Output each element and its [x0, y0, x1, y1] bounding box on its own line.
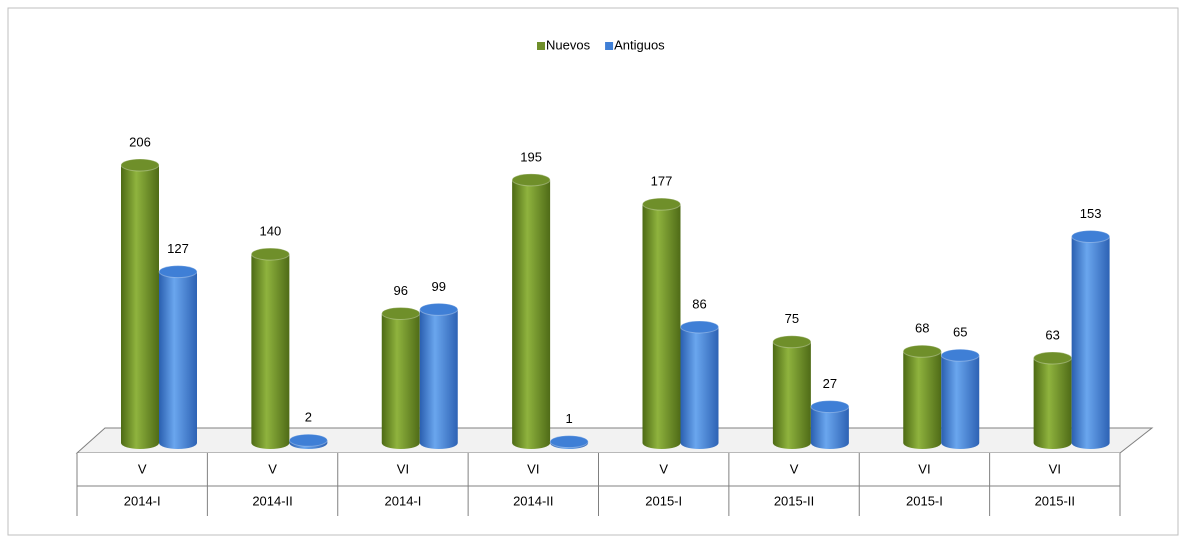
- bar-body: [1071, 236, 1110, 449]
- bar-body: [680, 326, 719, 449]
- bar: [642, 197, 681, 449]
- x-group-label: 2015-II: [774, 493, 814, 508]
- bar-top: [288, 433, 328, 447]
- bar-top: [381, 306, 421, 320]
- bar: [419, 302, 459, 449]
- bar-body: [512, 179, 551, 449]
- legend-label: Antiguos: [614, 37, 665, 52]
- bar: [250, 247, 290, 449]
- bar-body: [941, 355, 980, 449]
- bar-top: [810, 400, 850, 414]
- x-tick-label: V: [138, 461, 147, 476]
- bar: [940, 348, 980, 449]
- data-label: 65: [953, 325, 967, 340]
- data-label: 75: [785, 311, 799, 326]
- bar: [810, 400, 850, 449]
- bar-body: [1033, 357, 1072, 449]
- data-label: 195: [520, 149, 542, 164]
- bar-top: [511, 173, 551, 187]
- bar-body: [121, 165, 159, 449]
- data-label: 177: [651, 174, 673, 189]
- bar-body: [642, 204, 681, 449]
- data-label: 27: [823, 376, 837, 391]
- bar: [120, 158, 160, 449]
- bar-body: [251, 254, 290, 449]
- bar-body: [419, 309, 458, 449]
- bar-top: [772, 335, 812, 349]
- x-group-label: 2014-II: [252, 493, 292, 508]
- legend-swatch: [605, 42, 614, 50]
- bar-top: [250, 247, 290, 261]
- bar-body: [772, 341, 811, 449]
- bar-top: [120, 158, 160, 172]
- bar: [381, 306, 421, 449]
- bar: [772, 335, 812, 449]
- data-label: 140: [260, 224, 282, 239]
- data-label: 127: [167, 241, 189, 256]
- x-group-label: 2014-I: [124, 493, 161, 508]
- x-group-label: 2015-I: [906, 493, 943, 508]
- bar: [1033, 351, 1073, 449]
- bar-top: [158, 265, 198, 279]
- bar: [511, 173, 551, 449]
- data-label: 2: [305, 410, 312, 425]
- bar-top: [940, 348, 980, 362]
- data-label: 206: [129, 134, 151, 149]
- x-tick-label: VI: [397, 461, 409, 476]
- bar-top: [1071, 230, 1111, 244]
- bar-top: [902, 344, 942, 358]
- legend-swatch: [537, 42, 545, 50]
- bar: [158, 265, 198, 449]
- data-label: 63: [1045, 327, 1059, 342]
- x-group-label: 2014-I: [385, 493, 422, 508]
- data-label: 1: [566, 411, 573, 426]
- bar-top: [680, 320, 719, 334]
- bar-top: [1033, 351, 1073, 365]
- x-tick-label: V: [659, 461, 668, 476]
- x-tick-label: VI: [918, 461, 930, 476]
- bar: [680, 320, 719, 449]
- bar-top: [642, 197, 681, 211]
- data-label: 86: [692, 296, 706, 311]
- x-group-label: 2015-I: [645, 493, 682, 508]
- data-label: 96: [394, 283, 408, 298]
- floor: [75, 427, 1154, 454]
- bar: [549, 435, 589, 449]
- bar-body: [381, 313, 420, 449]
- bar-top: [549, 435, 589, 449]
- x-group-label: 2015-II: [1035, 493, 1075, 508]
- bar: [288, 433, 328, 449]
- bar: [1071, 230, 1111, 449]
- legend-label: Nuevos: [546, 37, 591, 52]
- bar-top: [419, 302, 459, 316]
- x-tick-label: VI: [527, 461, 539, 476]
- bar-body: [810, 406, 849, 449]
- data-label: 153: [1080, 206, 1102, 221]
- data-label: 99: [432, 279, 446, 294]
- bar: [902, 344, 942, 449]
- bar-body: [159, 271, 197, 449]
- data-label: 68: [915, 321, 929, 336]
- bar-body: [903, 351, 942, 449]
- x-tick-label: VI: [1049, 461, 1061, 476]
- x-group-label: 2014-II: [513, 493, 553, 508]
- x-tick-label: V: [790, 461, 799, 476]
- x-tick-label: V: [268, 461, 277, 476]
